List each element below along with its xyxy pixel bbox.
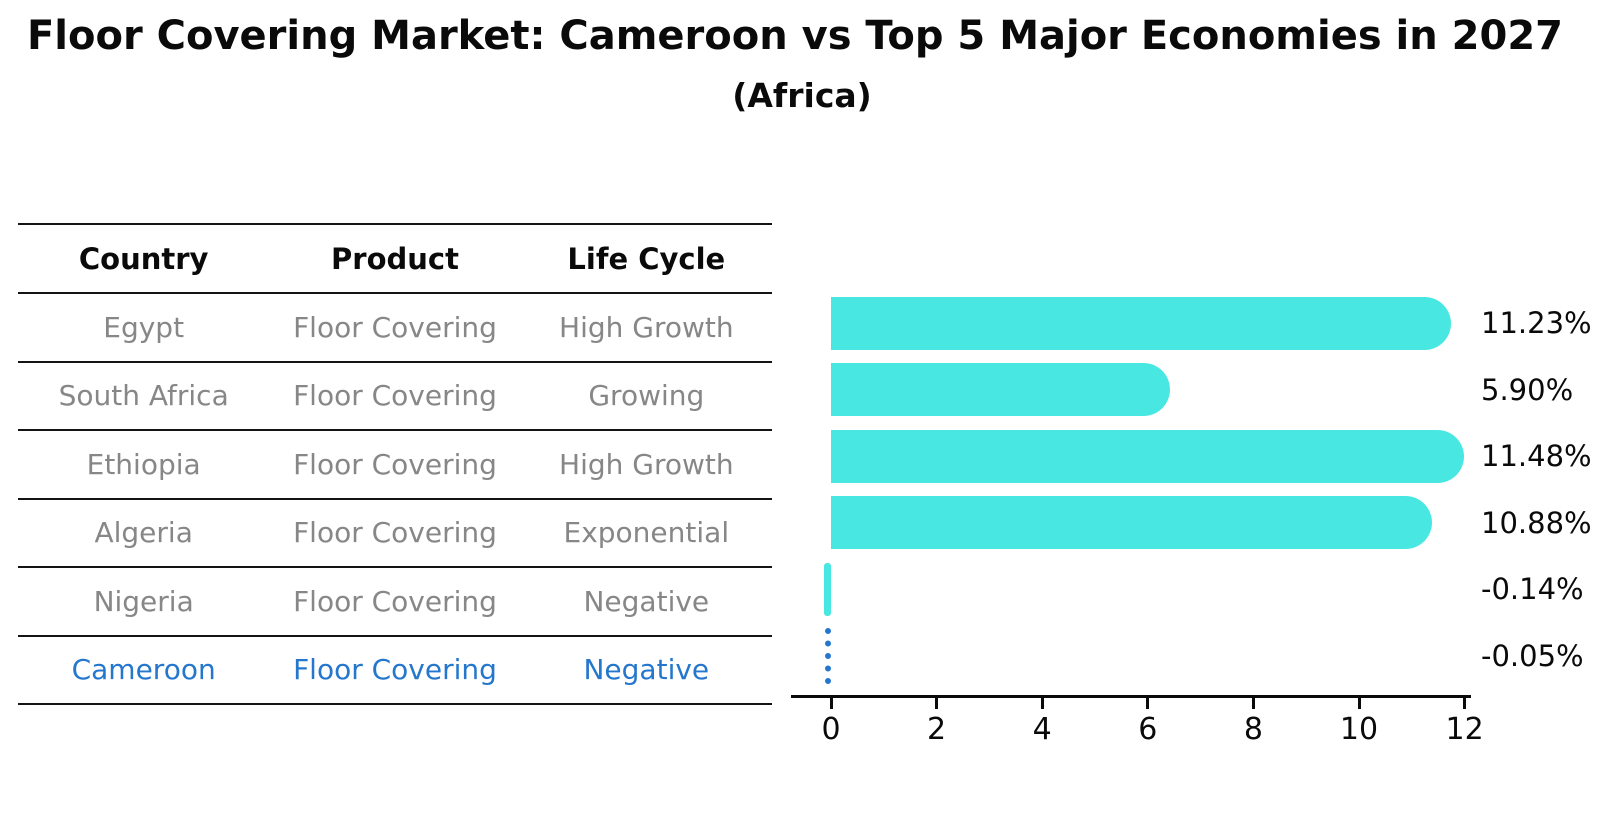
table-header-country: Country bbox=[78, 241, 209, 276]
x-axis-line bbox=[791, 695, 1471, 698]
x-axis-tick bbox=[1357, 697, 1361, 709]
table-cell-country: Cameroon bbox=[71, 653, 216, 687]
x-axis-tick bbox=[1463, 697, 1467, 709]
x-axis-tick bbox=[1146, 697, 1150, 709]
table-row: Nigeria Floor Covering Negative bbox=[18, 566, 772, 635]
value-label: 11.48% bbox=[1481, 439, 1592, 474]
x-axis-tick bbox=[1251, 697, 1255, 709]
table-header-row: Country Product Life Cycle bbox=[18, 223, 772, 292]
value-label: 5.90% bbox=[1481, 372, 1574, 407]
country-table: Country Product Life Cycle Egypt Floor Co… bbox=[18, 223, 772, 705]
table-cell-life-cycle: High Growth bbox=[559, 447, 734, 481]
table-cell-life-cycle: Exponential bbox=[563, 516, 730, 550]
table-cell-product: Floor Covering bbox=[293, 310, 497, 344]
table-cell-country: Ethiopia bbox=[86, 447, 201, 481]
value-label: 11.23% bbox=[1481, 306, 1592, 341]
table-header-product: Product bbox=[331, 241, 459, 276]
x-axis-tick-label: 12 bbox=[1445, 712, 1484, 747]
table-cell-country: Algeria bbox=[94, 516, 193, 550]
table-row: Cameroon Floor Covering Negative bbox=[18, 634, 772, 704]
table-row: South Africa Floor Covering Growing bbox=[18, 360, 772, 430]
table-body: Egypt Floor Covering High Growth South Afri… bbox=[18, 292, 772, 703]
x-axis-tick-label: 2 bbox=[927, 712, 947, 747]
table-cell-product: Floor Covering bbox=[293, 447, 497, 481]
bar-south-africa bbox=[831, 363, 1170, 417]
chart-subtitle: (Africa) bbox=[732, 76, 872, 115]
chart-title: Floor Covering Market: Cameroon vs Top 5… bbox=[26, 13, 1563, 59]
table-cell-life-cycle: Negative bbox=[583, 584, 710, 618]
table-cell-product: Floor Covering bbox=[293, 516, 497, 550]
table-row: Ethiopia Floor Covering High Growth bbox=[18, 429, 772, 498]
table-cell-country: Egypt bbox=[103, 310, 185, 344]
table-cell-life-cycle: Negative bbox=[583, 653, 710, 687]
table-row: Algeria Floor Covering Exponential bbox=[18, 497, 772, 567]
x-axis-tick-label: 8 bbox=[1243, 712, 1263, 747]
x-axis-tick-label: 4 bbox=[1032, 712, 1052, 747]
table-cell-country: Nigeria bbox=[93, 584, 194, 618]
highlight-dotted-marker bbox=[825, 627, 832, 684]
value-label: -0.14% bbox=[1481, 572, 1584, 607]
table-row: Egypt Floor Covering High Growth bbox=[18, 292, 772, 361]
table-cell-product: Floor Covering bbox=[293, 653, 497, 687]
table-cell-life-cycle: Growing bbox=[588, 379, 705, 413]
bar-algeria bbox=[831, 496, 1433, 550]
bar-egypt bbox=[831, 296, 1451, 350]
table-cell-product: Floor Covering bbox=[293, 379, 497, 413]
bar-ethiopia bbox=[831, 429, 1465, 483]
value-label: -0.05% bbox=[1481, 638, 1584, 673]
x-axis-tick-label: 6 bbox=[1138, 712, 1158, 747]
table-cell-country: South Africa bbox=[58, 379, 229, 413]
table-header-lifecycle: Life Cycle bbox=[567, 241, 726, 276]
table-cell-life-cycle: High Growth bbox=[559, 310, 734, 344]
x-axis-tick-label: 10 bbox=[1339, 712, 1379, 747]
x-axis-tick bbox=[935, 697, 939, 709]
table-cell-product: Floor Covering bbox=[293, 584, 497, 618]
x-axis-tick bbox=[1040, 697, 1044, 709]
x-axis-tick-label: 0 bbox=[821, 712, 841, 747]
x-axis-tick bbox=[829, 697, 833, 709]
value-label: 10.88% bbox=[1481, 505, 1592, 540]
bar-nigeria bbox=[823, 562, 831, 616]
